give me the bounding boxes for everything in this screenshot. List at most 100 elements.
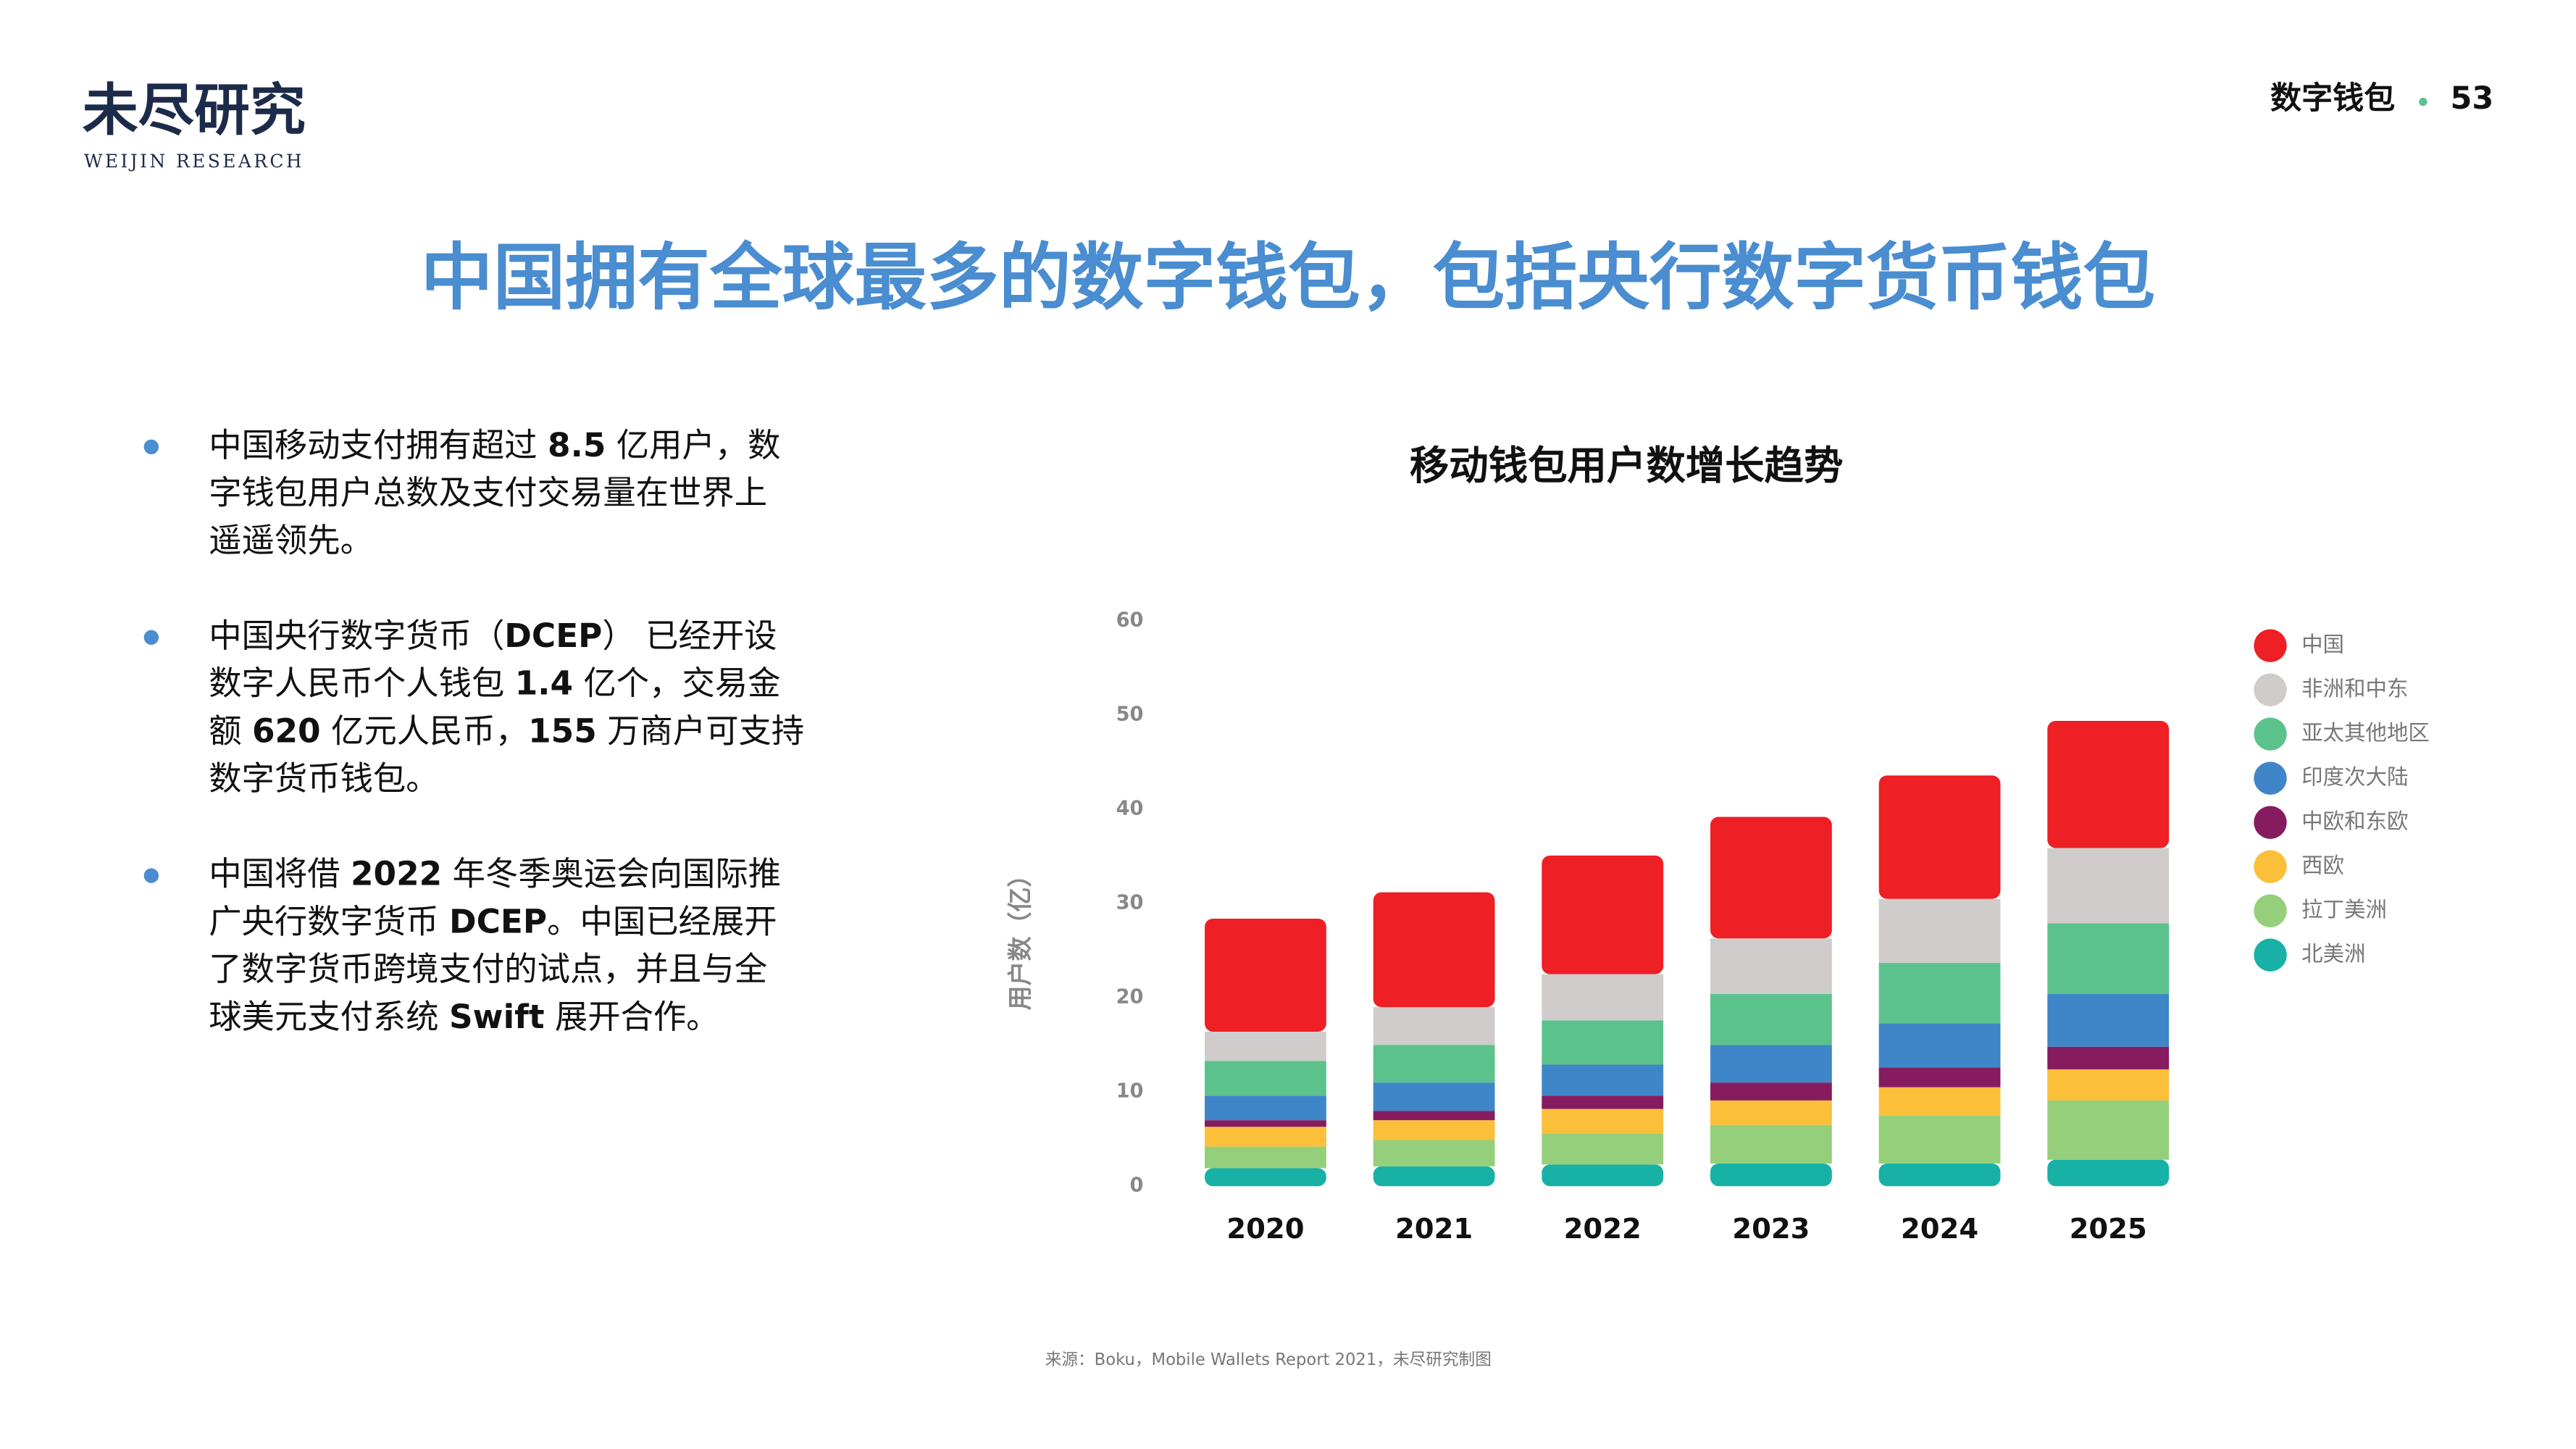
bar-segment bbox=[2047, 993, 2170, 1047]
legend-swatch bbox=[2254, 938, 2287, 972]
y-tick-label: 50 bbox=[1116, 703, 1144, 726]
text-run: 数字人民币个人钱包 bbox=[209, 664, 515, 702]
text-run: 数字货币钱包。 bbox=[209, 759, 438, 798]
x-tick-label: 2024 bbox=[1901, 1213, 1978, 1245]
legend-label: 拉丁美洲 bbox=[2301, 898, 2387, 922]
bullet-dot bbox=[143, 439, 159, 454]
bar-segment bbox=[1542, 1108, 1664, 1134]
bar-segment bbox=[1205, 1127, 1326, 1147]
legend-label: 北美洲 bbox=[2301, 942, 2365, 966]
text-run: 中国将借 bbox=[209, 854, 351, 893]
bold-text: 620 bbox=[252, 711, 321, 750]
bar-segment bbox=[1710, 1045, 1832, 1083]
bar-segment bbox=[1878, 1087, 2001, 1116]
bar-segment bbox=[1205, 1095, 1326, 1121]
bar-segment bbox=[1373, 1166, 1495, 1187]
y-tick-label: 30 bbox=[1116, 892, 1144, 914]
y-tick-label: 10 bbox=[1116, 1080, 1144, 1103]
bar-segment bbox=[1878, 898, 2001, 964]
bullet-line: 数字人民币个人钱包 1.4 亿个，交易金 bbox=[209, 664, 780, 702]
bullet-line: 球美元支付系统 Swift 展开合作。 bbox=[209, 997, 719, 1035]
bullet-line: 广央行数字货币 DCEP。中国已经展开 bbox=[209, 902, 777, 940]
bold-text: Swift bbox=[449, 997, 545, 1035]
bar-segment bbox=[1205, 1146, 1326, 1169]
bar-segment bbox=[1373, 1007, 1495, 1045]
bar-segment bbox=[1710, 1163, 1832, 1187]
bar-segment bbox=[1542, 1133, 1664, 1165]
bar-segment bbox=[1878, 1067, 2001, 1087]
bar-segment bbox=[2047, 1100, 2170, 1160]
y-tick-label: 0 bbox=[1130, 1174, 1144, 1197]
text-run: 。中国已经展开 bbox=[547, 902, 777, 940]
bar-segment bbox=[1542, 1020, 1664, 1065]
slide-title: 中国拥有全球最多的数字钱包，包括央行数字货币钱包 bbox=[421, 235, 2155, 320]
legend-label: 中国 bbox=[2301, 632, 2344, 657]
x-tick-label: 2021 bbox=[1395, 1213, 1473, 1245]
bar-segment bbox=[2047, 1046, 2170, 1069]
bar-segment bbox=[2047, 848, 2170, 924]
bold-text: 8.5 bbox=[548, 425, 606, 464]
bar-segment bbox=[1205, 1061, 1326, 1096]
bar-segment bbox=[1878, 1163, 2001, 1187]
section-name: 数字钱包 bbox=[2270, 80, 2395, 117]
bullet-list: 中国移动支付拥有超过 8.5 亿用户，数字钱包用户总数及支付交易量在世界上遥遥领… bbox=[143, 425, 804, 1035]
bar-segment bbox=[1373, 1045, 1495, 1083]
bullet-line: 中国央行数字货币（DCEP） 已经开设 bbox=[209, 616, 777, 654]
legend-label: 中欧和东欧 bbox=[2301, 809, 2408, 834]
bar-segment bbox=[1205, 1168, 1326, 1187]
bold-text: 155 bbox=[528, 711, 597, 750]
bar-segment bbox=[1542, 1095, 1664, 1109]
legend-label: 非洲和中东 bbox=[2301, 677, 2408, 701]
bar-segment bbox=[1542, 1064, 1664, 1096]
text-run: ） 已经开设 bbox=[602, 616, 777, 654]
page-number: 53 bbox=[2450, 80, 2493, 117]
bar-segment bbox=[1373, 1082, 1495, 1111]
bullet-line: 中国将借 2022 年冬季奥运会向国际推 bbox=[209, 854, 781, 893]
separator-dot bbox=[2419, 97, 2427, 107]
bar-segment bbox=[2047, 720, 2170, 848]
text-run: 额 bbox=[209, 711, 252, 750]
bullet-line: 数字货币钱包。 bbox=[209, 759, 438, 798]
text-run: 字钱包用户总数及支付交易量在世界上 bbox=[209, 473, 767, 511]
text-run: 了数字货币跨境支付的试点，并且与全 bbox=[209, 950, 767, 988]
bar-segment bbox=[1542, 1164, 1664, 1187]
y-tick-label: 40 bbox=[1116, 798, 1144, 820]
bar-segment bbox=[1878, 1023, 2001, 1068]
legend-swatch bbox=[2254, 850, 2287, 883]
bar-segment bbox=[1878, 1115, 2001, 1164]
x-tick-label: 2025 bbox=[2070, 1213, 2147, 1245]
bar-segment bbox=[1205, 918, 1326, 1032]
logo: 未尽研究 bbox=[83, 78, 306, 143]
text-run: 中国央行数字货币（ bbox=[209, 616, 504, 654]
bullet-line: 了数字货币跨境支付的试点，并且与全 bbox=[209, 950, 767, 988]
bar-segment bbox=[1878, 775, 2001, 899]
y-axis-label: 用户数（亿） bbox=[1006, 863, 1035, 1011]
bar-segment bbox=[1542, 974, 1664, 1021]
text-run: 广央行数字货币 bbox=[209, 902, 449, 940]
text-run: 遥遥领先。 bbox=[209, 521, 373, 559]
bullet-line: 遥遥领先。 bbox=[209, 521, 373, 559]
legend-swatch bbox=[2254, 629, 2287, 662]
bold-text: 1.4 bbox=[515, 664, 573, 702]
x-tick-label: 2020 bbox=[1226, 1213, 1304, 1245]
source-note: 来源：Boku，Mobile Wallets Report 2021，未尽研究制… bbox=[1045, 1350, 1492, 1369]
bullet-dot bbox=[143, 868, 159, 883]
bar-segment bbox=[1373, 892, 1495, 1008]
y-tick-label: 60 bbox=[1116, 609, 1144, 632]
y-tick-label: 20 bbox=[1116, 986, 1144, 1009]
text-run: 亿用户，数 bbox=[606, 425, 780, 464]
text-run: 球美元支付系统 bbox=[209, 997, 449, 1035]
legend-label: 印度次大陆 bbox=[2301, 765, 2408, 790]
bar-segment bbox=[1710, 1124, 1832, 1164]
legend-label: 西欧 bbox=[2301, 853, 2344, 878]
bullet-line: 中国移动支付拥有超过 8.5 亿用户，数 bbox=[209, 425, 780, 464]
text-run: 展开合作。 bbox=[545, 997, 719, 1035]
bullet-dot bbox=[143, 630, 159, 646]
text-run: 年冬季奥运会向国际推 bbox=[442, 854, 781, 893]
bold-text: DCEP bbox=[449, 902, 547, 940]
bold-text: 2022 bbox=[351, 854, 442, 893]
bar-segment bbox=[1710, 1082, 1832, 1101]
chart-title: 移动钱包用户数增长趋势 bbox=[1410, 442, 1843, 488]
bullet-line: 字钱包用户总数及支付交易量在世界上 bbox=[209, 473, 767, 511]
